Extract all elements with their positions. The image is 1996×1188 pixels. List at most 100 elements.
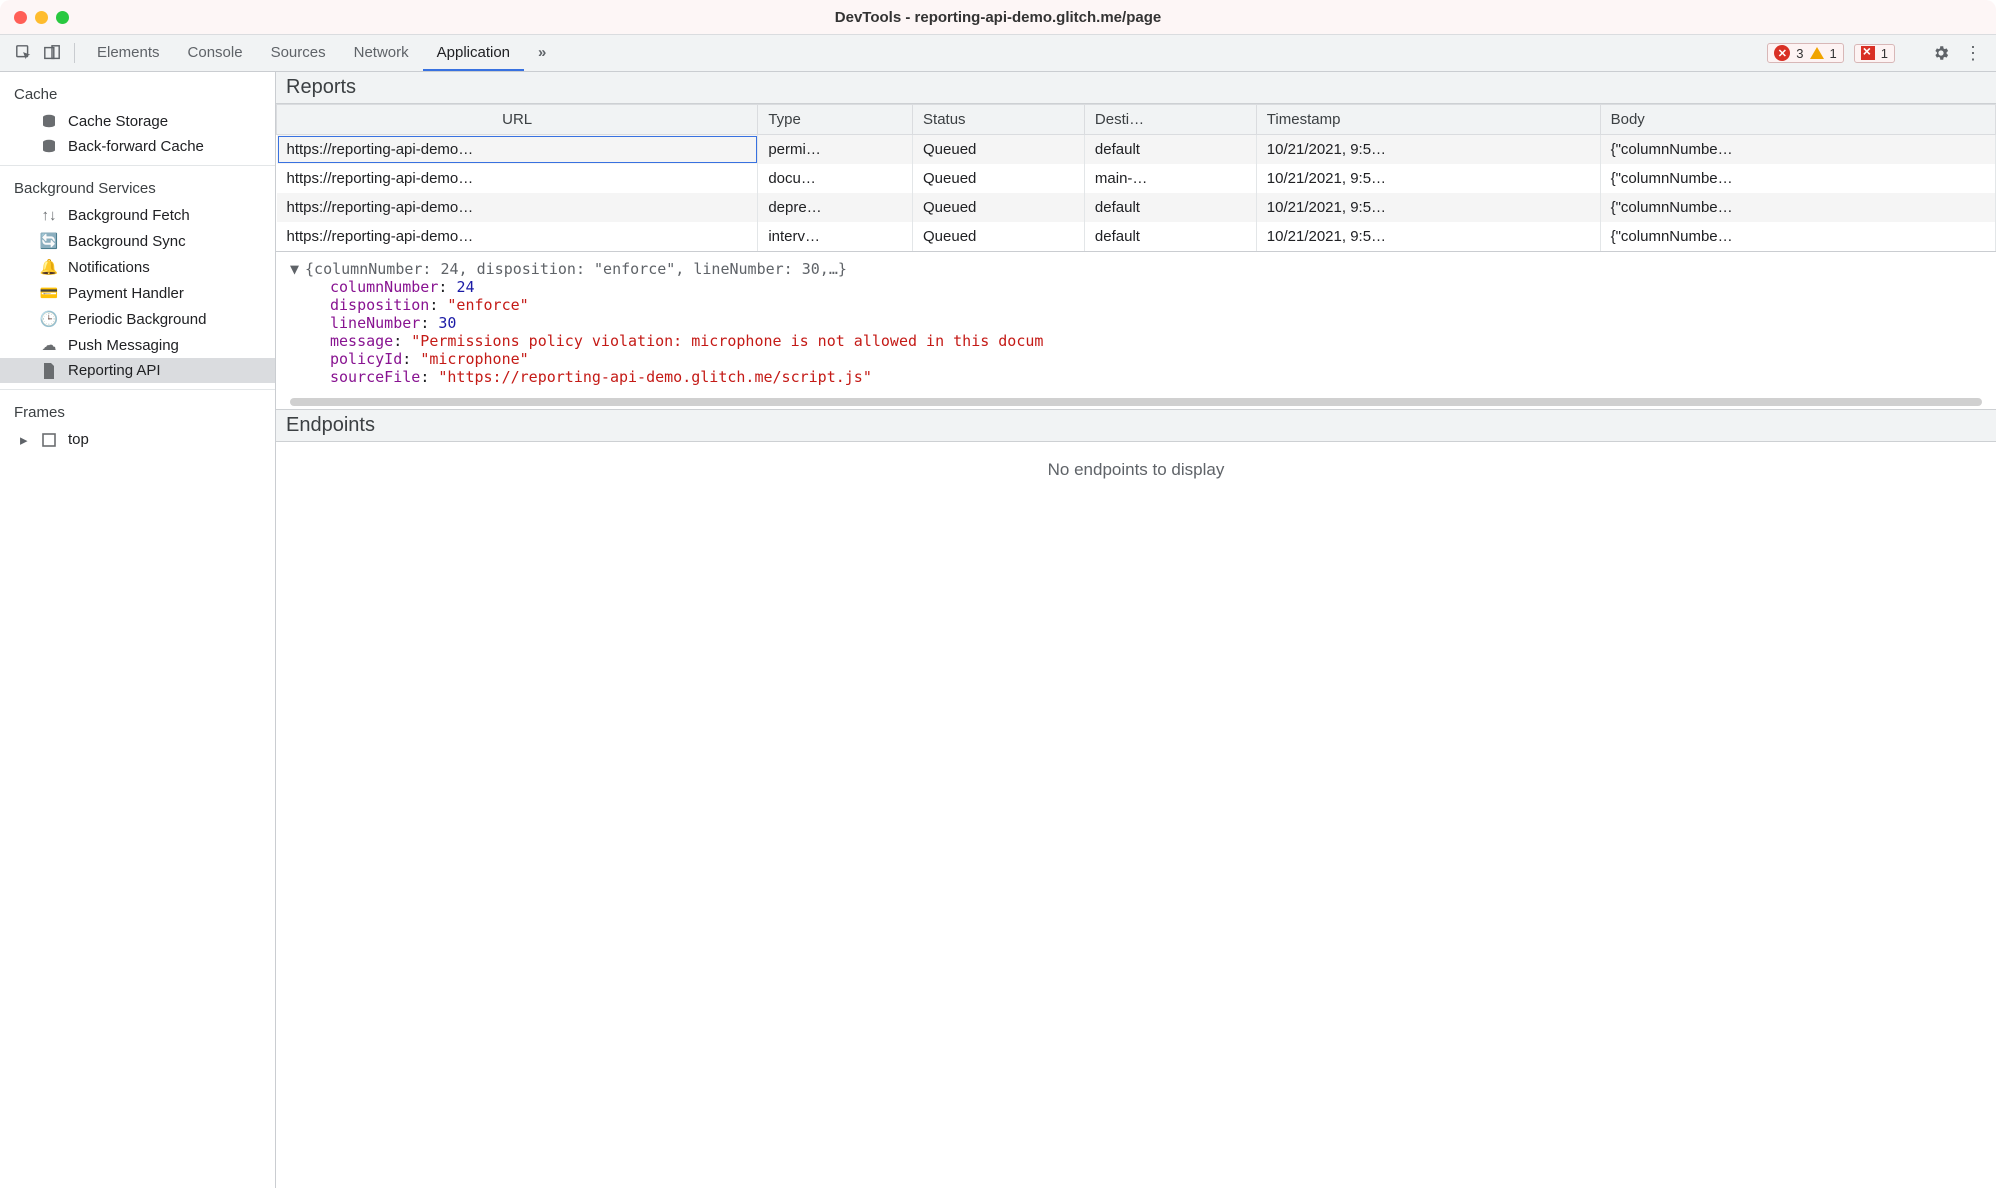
json-prop: columnNumber: 24	[290, 278, 1982, 296]
sidebar-item-cache-storage[interactable]: Cache Storage	[0, 109, 275, 134]
toolbar-separator	[74, 43, 75, 63]
th-destination[interactable]: Desti…	[1084, 105, 1256, 135]
sidebar-item-background-fetch[interactable]: ↑↓ Background Fetch	[0, 203, 275, 228]
tab-label: Network	[354, 44, 409, 61]
issues-badge[interactable]: 1	[1854, 44, 1895, 63]
reports-heading: Reports	[276, 72, 1996, 104]
traffic-lights	[14, 11, 69, 24]
card-icon: 💳	[40, 284, 58, 302]
main-panel: Cache Cache Storage Back-forward Cache B…	[0, 72, 1996, 1188]
sidebar-group-cache: Cache	[0, 78, 275, 109]
report-cell-ts: 10/21/2021, 9:5…	[1256, 222, 1600, 251]
panel-tabs: Elements Console Sources Network Applica…	[83, 35, 560, 71]
sidebar-item-bfcache[interactable]: Back-forward Cache	[0, 134, 275, 159]
devtools-toolbar: Elements Console Sources Network Applica…	[0, 34, 1996, 72]
reporting-api-panel: Reports URL Type Status Desti… Timestamp…	[276, 72, 1996, 1188]
th-status[interactable]: Status	[913, 105, 1085, 135]
sidebar-item-label: top	[68, 431, 89, 448]
report-cell-type: docu…	[758, 164, 913, 193]
close-window-button[interactable]	[14, 11, 27, 24]
tab-label: Application	[437, 44, 510, 61]
device-toolbar-icon[interactable]	[38, 35, 66, 71]
th-url[interactable]: URL	[277, 105, 758, 135]
collapse-icon[interactable]: ▼	[290, 260, 299, 278]
settings-icon[interactable]	[1932, 44, 1950, 62]
bell-icon: 🔔	[40, 258, 58, 276]
error-count: 3	[1796, 46, 1803, 61]
tab-label: Sources	[271, 44, 326, 61]
sidebar-item-push-messaging[interactable]: ☁︎ Push Messaging	[0, 332, 275, 358]
report-cell-ts: 10/21/2021, 9:5…	[1256, 135, 1600, 165]
tab-elements[interactable]: Elements	[83, 35, 174, 71]
report-cell-dest: default	[1084, 193, 1256, 222]
expand-icon[interactable]: ▸	[20, 431, 28, 449]
window-title: DevTools - reporting-api-demo.glitch.me/…	[0, 9, 1996, 26]
report-cell-body: {"columnNumbe…	[1600, 193, 1995, 222]
horizontal-scrollbar[interactable]	[290, 398, 1982, 406]
sidebar-separator	[0, 389, 275, 390]
report-cell-url: https://reporting-api-demo…	[277, 222, 758, 251]
tabs-overflow[interactable]: »	[524, 35, 560, 71]
issue-count: 1	[1881, 46, 1888, 61]
report-row[interactable]: https://reporting-api-demo…permi…Queuedd…	[277, 135, 1996, 165]
reports-header-row: URL Type Status Desti… Timestamp Body	[277, 105, 1996, 135]
sidebar-item-label: Background Fetch	[68, 207, 190, 224]
json-prop: policyId: "microphone"	[290, 350, 1982, 368]
file-icon	[40, 363, 58, 379]
warning-icon	[1810, 47, 1824, 59]
report-cell-ts: 10/21/2021, 9:5…	[1256, 164, 1600, 193]
cloud-icon: ☁︎	[40, 336, 58, 354]
json-prop: lineNumber: 30	[290, 314, 1982, 332]
kebab-menu-icon[interactable]: ⋮	[1960, 43, 1986, 64]
th-timestamp[interactable]: Timestamp	[1256, 105, 1600, 135]
database-icon	[40, 114, 58, 130]
sidebar-item-periodic-bg-sync[interactable]: 🕒 Periodic Background	[0, 306, 275, 332]
endpoints-heading: Endpoints	[276, 409, 1996, 442]
tab-label: Elements	[97, 44, 160, 61]
report-cell-type: interv…	[758, 222, 913, 251]
zoom-window-button[interactable]	[56, 11, 69, 24]
issue-icon	[1861, 46, 1875, 60]
sidebar-item-notifications[interactable]: 🔔 Notifications	[0, 254, 275, 280]
tab-console[interactable]: Console	[174, 35, 257, 71]
tab-application[interactable]: Application	[423, 35, 524, 71]
th-type[interactable]: Type	[758, 105, 913, 135]
window-titlebar: DevTools - reporting-api-demo.glitch.me/…	[0, 0, 1996, 34]
sidebar-separator	[0, 165, 275, 166]
sidebar-item-label: Payment Handler	[68, 285, 184, 302]
console-errors-badge[interactable]: ✕ 3 1	[1767, 43, 1843, 63]
report-cell-body: {"columnNumbe…	[1600, 135, 1995, 165]
sidebar-item-label: Back-forward Cache	[68, 138, 204, 155]
json-prop: message: "Permissions policy violation: …	[290, 332, 1982, 350]
report-cell-type: depre…	[758, 193, 913, 222]
report-row[interactable]: https://reporting-api-demo…docu…Queuedma…	[277, 164, 1996, 193]
report-cell-url: https://reporting-api-demo…	[277, 135, 758, 165]
inspect-element-icon[interactable]	[10, 35, 38, 71]
clock-icon: 🕒	[40, 310, 58, 328]
report-cell-type: permi…	[758, 135, 913, 165]
sidebar-item-label: Cache Storage	[68, 113, 168, 130]
sidebar-item-frames-top[interactable]: ▸ top	[0, 427, 275, 452]
reports-table: URL Type Status Desti… Timestamp Body ht…	[276, 104, 1996, 251]
tab-sources[interactable]: Sources	[257, 35, 340, 71]
application-sidebar[interactable]: Cache Cache Storage Back-forward Cache B…	[0, 72, 276, 1188]
th-body[interactable]: Body	[1600, 105, 1995, 135]
report-detail-json[interactable]: ▼ {columnNumber: 24, disposition: "enforc…	[276, 251, 1996, 398]
sync-icon: 🔄	[40, 232, 58, 250]
report-cell-dest: main-…	[1084, 164, 1256, 193]
report-cell-url: https://reporting-api-demo…	[277, 164, 758, 193]
report-row[interactable]: https://reporting-api-demo…depre…Queuedd…	[277, 193, 1996, 222]
overflow-icon: »	[538, 44, 546, 61]
report-cell-status: Queued	[913, 222, 1085, 251]
sidebar-item-background-sync[interactable]: 🔄 Background Sync	[0, 228, 275, 254]
sidebar-item-reporting-api[interactable]: Reporting API	[0, 358, 275, 383]
report-cell-url: https://reporting-api-demo…	[277, 193, 758, 222]
tab-network[interactable]: Network	[340, 35, 423, 71]
up-down-icon: ↑↓	[40, 207, 58, 224]
sidebar-item-payment-handler[interactable]: 💳 Payment Handler	[0, 280, 275, 306]
report-cell-status: Queued	[913, 193, 1085, 222]
json-summary: {columnNumber: 24, disposition: "enforce…	[305, 260, 847, 278]
report-row[interactable]: https://reporting-api-demo…interv…Queued…	[277, 222, 1996, 251]
report-cell-dest: default	[1084, 135, 1256, 165]
minimize-window-button[interactable]	[35, 11, 48, 24]
